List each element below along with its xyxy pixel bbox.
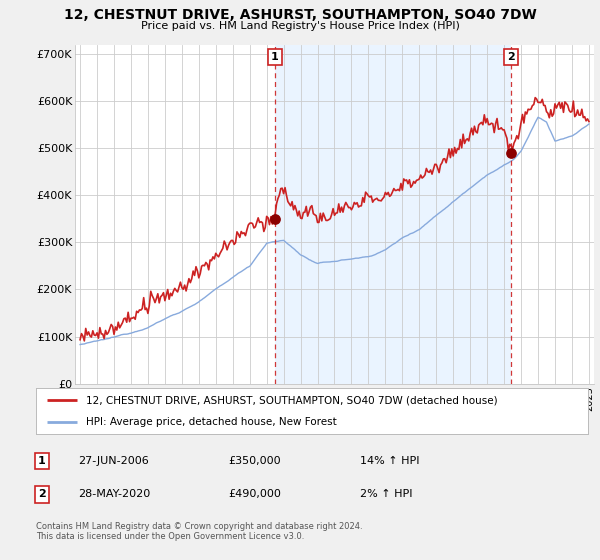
Text: 2: 2 [38, 489, 46, 500]
Text: 2% ↑ HPI: 2% ↑ HPI [360, 489, 413, 500]
Text: £490,000: £490,000 [228, 489, 281, 500]
Text: Price paid vs. HM Land Registry's House Price Index (HPI): Price paid vs. HM Land Registry's House … [140, 21, 460, 31]
Text: 2: 2 [507, 52, 515, 62]
Point [270, 214, 280, 223]
Text: 14% ↑ HPI: 14% ↑ HPI [360, 456, 419, 466]
Text: £350,000: £350,000 [228, 456, 281, 466]
Point [506, 148, 516, 157]
Text: 1: 1 [38, 456, 46, 466]
Text: 12, CHESTNUT DRIVE, ASHURST, SOUTHAMPTON, SO40 7DW: 12, CHESTNUT DRIVE, ASHURST, SOUTHAMPTON… [64, 8, 536, 22]
Text: 12, CHESTNUT DRIVE, ASHURST, SOUTHAMPTON, SO40 7DW (detached house): 12, CHESTNUT DRIVE, ASHURST, SOUTHAMPTON… [86, 395, 497, 405]
Text: HPI: Average price, detached house, New Forest: HPI: Average price, detached house, New … [86, 417, 337, 427]
Text: 28-MAY-2020: 28-MAY-2020 [78, 489, 150, 500]
Text: 1: 1 [271, 52, 279, 62]
Text: Contains HM Land Registry data © Crown copyright and database right 2024.
This d: Contains HM Land Registry data © Crown c… [36, 522, 362, 542]
Text: 27-JUN-2006: 27-JUN-2006 [78, 456, 149, 466]
Bar [275, 45, 511, 384]
